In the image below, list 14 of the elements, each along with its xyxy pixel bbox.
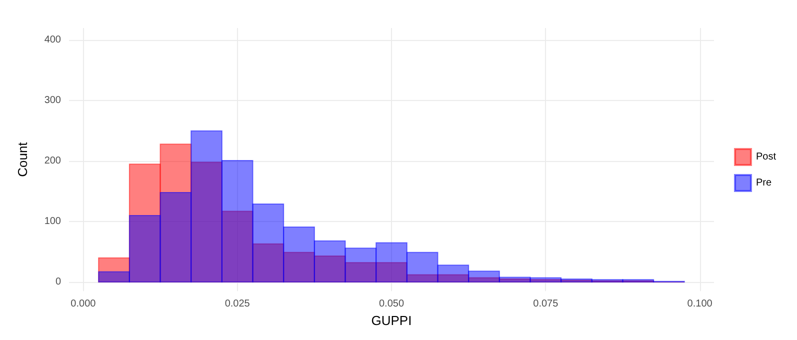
y-tick-label: 300 [44, 95, 62, 106]
legend-label: Post [756, 152, 776, 162]
x-tick-label: 0.100 [687, 298, 713, 310]
x-tick-label: 0.000 [70, 298, 96, 310]
x-tick-label: 0.075 [533, 298, 559, 310]
y-axis-title: Count [15, 142, 30, 177]
x-tick-label: 0.025 [224, 298, 250, 310]
x-axis-title: GUPPI [371, 313, 412, 328]
y-tick-label: 0 [55, 276, 62, 288]
y-tick-label: 100 [44, 216, 62, 228]
legend-label: Pre [756, 178, 772, 188]
y-tick-label: 400 [44, 34, 62, 46]
y-tick-label: 200 [44, 156, 62, 167]
x-tick-label: 0.050 [378, 298, 404, 310]
